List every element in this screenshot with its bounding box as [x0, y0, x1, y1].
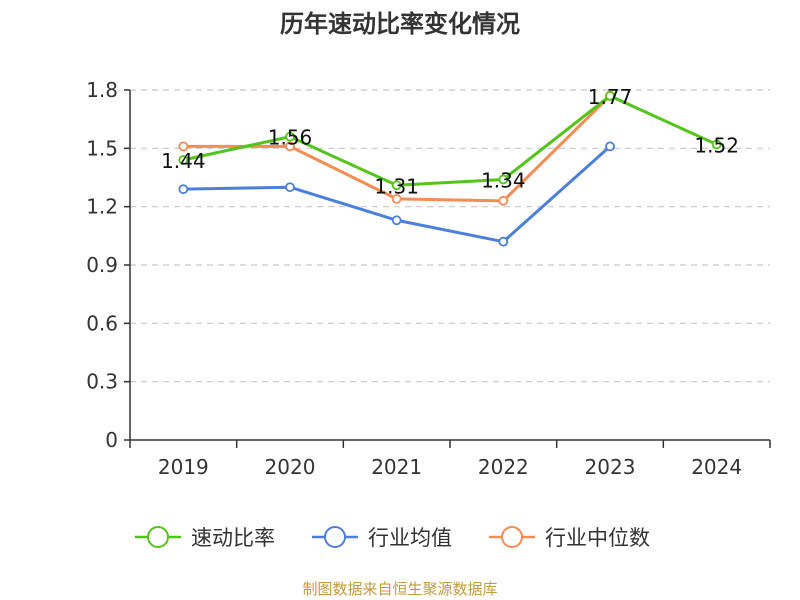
data-point [391, 180, 402, 191]
data-point [285, 182, 295, 193]
y-tick-label: 0.6 [86, 311, 118, 335]
data-labels: 1.44 1.56 1.31 1.34 1.77 1.52 [161, 85, 739, 198]
x-tick-label: 2021 [371, 455, 422, 479]
legend-marker [147, 526, 169, 548]
data-point [498, 236, 509, 247]
x-tick-label: 2020 [265, 455, 316, 479]
data-label: 1.56 [268, 126, 313, 150]
source-note: 制图数据来自恒生聚源数据库 [302, 580, 498, 598]
legend-item[interactable]: 速动比率 [135, 526, 275, 550]
y-tick-label: 0.3 [86, 370, 118, 394]
legend-label: 行业中位数 [545, 526, 650, 550]
legend-marker [501, 526, 523, 548]
chart-title: 历年速动比率变化情况 [280, 10, 520, 38]
axes: 0 0.3 0.6 0.9 1.2 1.5 1.8 2019 2020 2021 2022 2023 2… [86, 78, 771, 479]
data-label: 1.52 [694, 133, 739, 157]
series-group [178, 90, 722, 247]
x-tick-label: 2019 [158, 455, 209, 479]
data-point [178, 184, 189, 195]
data-point [285, 131, 295, 142]
data-point [391, 193, 402, 204]
x-tick-label: 2023 [585, 455, 636, 479]
y-tick-label: 1.8 [86, 78, 118, 102]
y-tick-label: 0 [105, 428, 118, 452]
y-tick-label: 1.2 [86, 195, 118, 219]
y-tick-label: 1.5 [86, 136, 118, 160]
legend-item[interactable]: 行业中位数 [489, 526, 650, 550]
data-label: 1.34 [481, 168, 526, 192]
data-label: 1.44 [161, 149, 206, 173]
data-point [605, 90, 615, 101]
legend[interactable]: 速动比率 行业均值 行业中位数 [135, 526, 650, 550]
legend-marker [324, 526, 346, 548]
data-point [285, 141, 295, 152]
data-label: 1.31 [374, 174, 419, 198]
legend-label: 速动比率 [191, 526, 275, 550]
data-point [498, 174, 509, 185]
data-point [498, 195, 509, 206]
x-tick-label: 2024 [691, 455, 742, 479]
data-label: 1.77 [588, 85, 633, 109]
data-point [178, 155, 189, 165]
series-line [183, 94, 718, 187]
x-tick-label: 2022 [478, 455, 529, 479]
data-point [178, 141, 189, 152]
y-tick-label: 0.9 [86, 253, 118, 277]
legend-label: 行业均值 [368, 526, 452, 550]
grid [130, 89, 770, 383]
data-point [391, 215, 402, 226]
data-point [605, 141, 615, 152]
legend-item[interactable]: 行业均值 [312, 526, 452, 550]
data-point [711, 139, 722, 150]
